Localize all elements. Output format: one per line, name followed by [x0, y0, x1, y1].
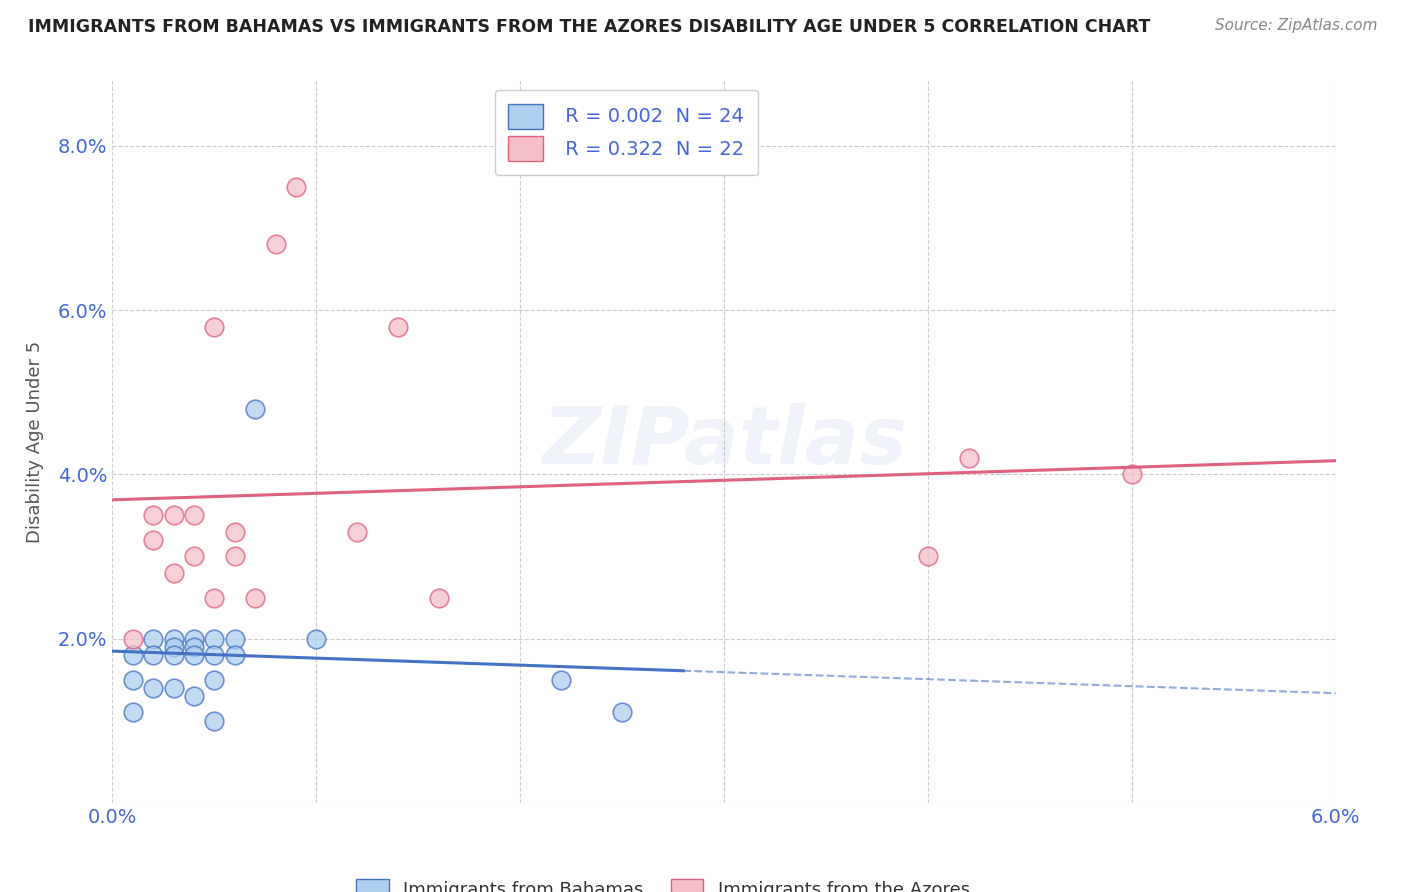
Point — [183, 689, 205, 703]
Point — [917, 549, 939, 564]
Point — [204, 591, 226, 605]
Text: IMMIGRANTS FROM BAHAMAS VS IMMIGRANTS FROM THE AZORES DISABILITY AGE UNDER 5 COR: IMMIGRANTS FROM BAHAMAS VS IMMIGRANTS FR… — [28, 18, 1150, 36]
Point — [1121, 467, 1143, 482]
Point — [142, 632, 165, 646]
Point — [163, 681, 186, 695]
Point — [183, 632, 205, 646]
Text: ZIPatlas: ZIPatlas — [541, 402, 907, 481]
Point — [142, 648, 165, 662]
Y-axis label: Disability Age Under 5: Disability Age Under 5 — [27, 341, 44, 542]
Point — [957, 450, 980, 465]
Point — [142, 681, 165, 695]
Text: Source: ZipAtlas.com: Source: ZipAtlas.com — [1215, 18, 1378, 33]
Point — [387, 319, 409, 334]
Point — [264, 237, 287, 252]
Point — [305, 632, 328, 646]
Point — [163, 640, 186, 654]
Point — [183, 549, 205, 564]
Point — [204, 648, 226, 662]
Point — [122, 706, 145, 720]
Point — [284, 180, 308, 194]
Point — [550, 673, 572, 687]
Point — [224, 632, 246, 646]
Point — [122, 673, 145, 687]
Point — [122, 632, 145, 646]
Point — [204, 673, 226, 687]
Point — [346, 524, 368, 539]
Point — [122, 648, 145, 662]
Point — [163, 632, 186, 646]
Point — [163, 566, 186, 580]
Point — [163, 648, 186, 662]
Point — [427, 591, 450, 605]
Point — [142, 508, 165, 523]
Point — [224, 549, 246, 564]
Legend: Immigrants from Bahamas, Immigrants from the Azores: Immigrants from Bahamas, Immigrants from… — [347, 870, 979, 892]
Point — [245, 401, 267, 416]
Point — [245, 591, 267, 605]
Point — [224, 524, 246, 539]
Point — [612, 706, 634, 720]
Point — [204, 319, 226, 334]
Point — [224, 648, 246, 662]
Point — [183, 508, 205, 523]
Point — [204, 714, 226, 728]
Point — [183, 648, 205, 662]
Point — [163, 508, 186, 523]
Point — [183, 640, 205, 654]
Point — [142, 533, 165, 547]
Point — [204, 632, 226, 646]
